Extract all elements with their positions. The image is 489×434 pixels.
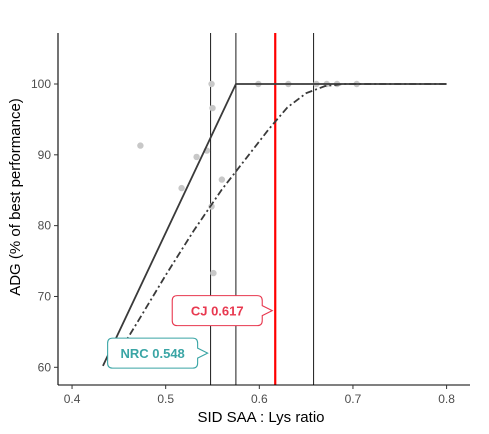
callout-label: NRC 0.548 <box>120 346 184 361</box>
broken-line-model <box>102 83 447 367</box>
y-tick-label: 90 <box>38 148 52 162</box>
cj-callout: CJ 0.617 <box>171 295 274 327</box>
data-point <box>209 104 216 112</box>
callout-box <box>107 337 209 369</box>
data-point <box>218 176 226 183</box>
x-tick-label: 0.7 <box>345 392 362 406</box>
data-point <box>208 80 215 88</box>
data-point <box>210 269 217 277</box>
callout-label: CJ 0.617 <box>191 304 244 319</box>
curvilinear-model <box>113 83 447 361</box>
data-point <box>178 184 185 192</box>
x-tick-label: 0.6 <box>251 392 268 406</box>
x-axis-ticks: 0.4 0.5 0.6 0.7 0.8 <box>64 385 455 406</box>
y-axis-label: ADG (% of best performance) <box>7 98 24 296</box>
y-tick-label: 70 <box>38 289 52 303</box>
x-tick-label: 0.5 <box>157 392 174 406</box>
plot-area: CJ 0.617 NRC 0.548 <box>102 33 447 385</box>
x-tick-label: 0.8 <box>438 392 455 406</box>
y-tick-label: 100 <box>31 77 51 91</box>
data-point <box>208 203 215 210</box>
y-axis-ticks: 60 70 80 90 100 <box>31 77 58 374</box>
x-tick-label: 0.4 <box>64 392 81 406</box>
x-axis-label: SID SAA : Lys ratio <box>198 409 325 426</box>
callout-box <box>171 295 274 327</box>
y-tick-label: 60 <box>38 360 52 374</box>
nrc-callout: NRC 0.548 <box>107 337 209 369</box>
y-tick-label: 80 <box>38 219 52 233</box>
data-point <box>137 142 144 149</box>
data-point <box>193 153 200 161</box>
